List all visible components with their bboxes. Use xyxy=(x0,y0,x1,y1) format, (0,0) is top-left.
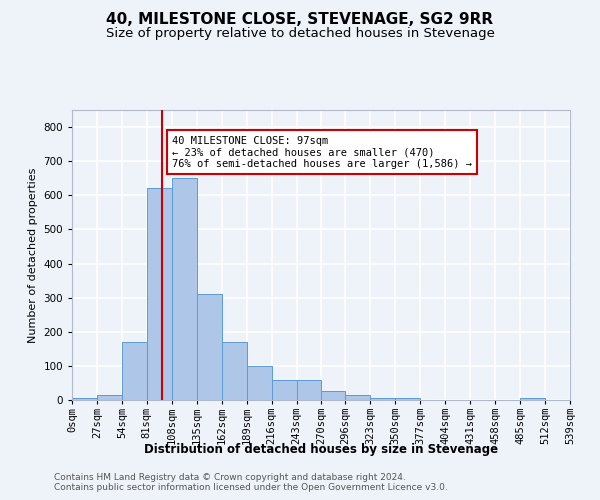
Bar xyxy=(520,398,545,400)
Bar xyxy=(72,398,97,400)
Text: 40 MILESTONE CLOSE: 97sqm
← 23% of detached houses are smaller (470)
76% of semi: 40 MILESTONE CLOSE: 97sqm ← 23% of detac… xyxy=(172,136,472,169)
Bar xyxy=(172,178,197,400)
Bar xyxy=(247,366,272,400)
Bar xyxy=(147,188,172,400)
Text: 40, MILESTONE CLOSE, STEVENAGE, SG2 9RR: 40, MILESTONE CLOSE, STEVENAGE, SG2 9RR xyxy=(106,12,494,28)
Bar xyxy=(370,398,395,400)
Y-axis label: Number of detached properties: Number of detached properties xyxy=(28,168,38,342)
Bar xyxy=(395,398,421,400)
Bar xyxy=(122,342,147,400)
Text: Distribution of detached houses by size in Stevenage: Distribution of detached houses by size … xyxy=(144,442,498,456)
Text: Contains public sector information licensed under the Open Government Licence v3: Contains public sector information licen… xyxy=(54,482,448,492)
Bar xyxy=(296,380,322,400)
Bar xyxy=(272,380,296,400)
Text: Size of property relative to detached houses in Stevenage: Size of property relative to detached ho… xyxy=(106,28,494,40)
Bar xyxy=(221,342,247,400)
Bar xyxy=(346,395,370,400)
Bar xyxy=(197,294,221,400)
Bar xyxy=(97,395,122,400)
Bar xyxy=(322,392,346,400)
Text: Contains HM Land Registry data © Crown copyright and database right 2024.: Contains HM Land Registry data © Crown c… xyxy=(54,472,406,482)
